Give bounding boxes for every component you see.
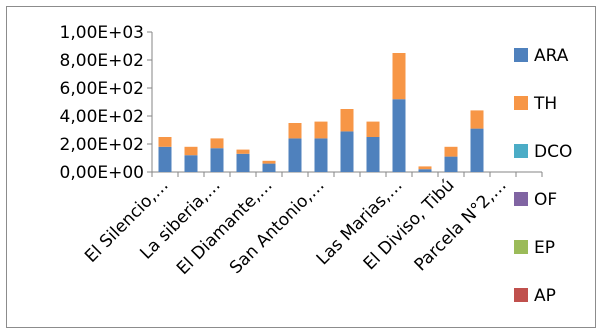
bar-th xyxy=(444,146,458,157)
y-tick-label: 8,00E+02 xyxy=(60,51,144,71)
bar-ara xyxy=(184,155,198,172)
bar-ara xyxy=(288,138,302,172)
x-tick-label: El Diamante,… xyxy=(173,175,277,279)
x-tick-label: El Diviso, Tibú xyxy=(360,175,459,274)
bar-th xyxy=(158,137,172,147)
bar-th xyxy=(470,110,484,129)
y-tick-label: 0,00E+00 xyxy=(60,163,144,183)
legend-swatch-ap xyxy=(514,288,528,302)
bar-th xyxy=(262,160,276,164)
bar-ara xyxy=(340,131,354,172)
bar-ara xyxy=(158,146,172,172)
bar-th xyxy=(288,123,302,139)
legend-label-ep: EP xyxy=(534,238,555,258)
x-tick-labels: El Silencio,…La siberia,…El Diamante,…Sa… xyxy=(81,175,510,279)
bar-th xyxy=(418,166,432,170)
bar-ara xyxy=(262,163,276,172)
bar-ara xyxy=(314,138,328,172)
y-tick-labels: 0,00E+00 2,00E+02 4,00E+02 6,00E+02 8,00E+02… xyxy=(60,23,144,183)
x-tick-label: San Antonio,… xyxy=(226,175,329,278)
legend-swatch-dco xyxy=(514,144,528,158)
legend-swatch-th xyxy=(514,96,528,110)
bar-th xyxy=(392,53,406,100)
legend-label-of: OF xyxy=(534,190,557,210)
legend-swatch-ep xyxy=(514,240,528,254)
bar-ara xyxy=(418,169,432,172)
bar-th xyxy=(314,121,328,139)
y-tick-label: 4,00E+02 xyxy=(60,107,144,127)
bar-th xyxy=(184,146,198,156)
bar-ara xyxy=(236,153,250,172)
bar-th xyxy=(366,121,380,137)
legend-swatch-of xyxy=(514,192,528,206)
y-tick-label: 1,00E+03 xyxy=(60,23,144,43)
x-tick-label: Parcela N°2,… xyxy=(411,175,511,275)
legend-swatch-ara xyxy=(514,48,528,62)
bar-th xyxy=(210,138,224,149)
legend-label-ara: ARA xyxy=(534,46,569,66)
legend-label-dco: DCO xyxy=(534,142,572,162)
bar-th xyxy=(340,109,354,132)
bar-ara xyxy=(392,99,406,172)
legend-label-th: TH xyxy=(533,94,557,114)
legend: ARA TH DCO OF EP AP xyxy=(514,46,572,306)
bar-ara xyxy=(366,137,380,172)
bar-ara xyxy=(444,156,458,172)
bar-th xyxy=(236,149,250,154)
y-tick-label: 2,00E+02 xyxy=(60,135,144,155)
bar-ara xyxy=(470,128,484,172)
legend-label-ap: AP xyxy=(534,286,556,306)
y-tick-label: 6,00E+02 xyxy=(60,79,144,99)
bar-ara xyxy=(210,148,224,172)
bars xyxy=(158,53,484,172)
